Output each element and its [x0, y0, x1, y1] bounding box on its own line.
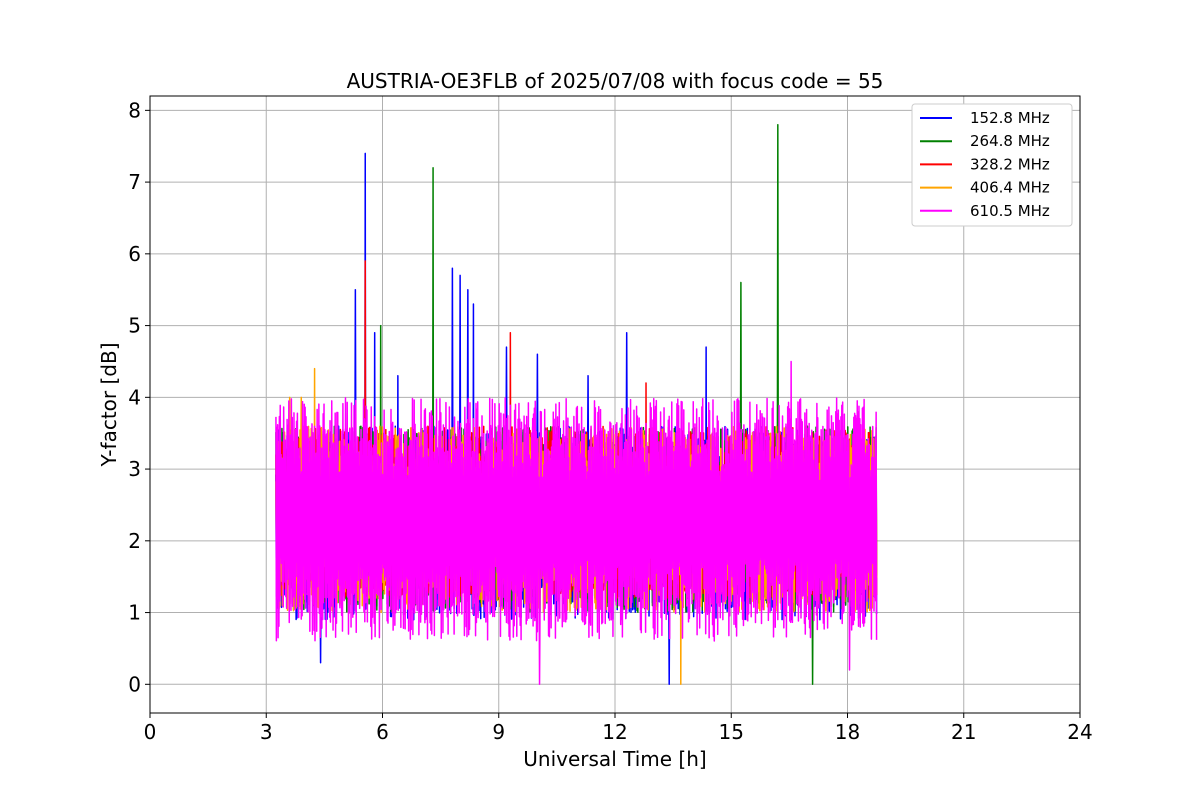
- legend-label: 610.5 MHz: [970, 202, 1050, 220]
- y-tick-label: 6: [128, 242, 141, 266]
- x-tick-label: 15: [719, 720, 744, 744]
- x-tick-label: 9: [492, 720, 505, 744]
- x-tick-label: 21: [951, 720, 976, 744]
- x-tick-label: 0: [144, 720, 157, 744]
- legend-label: 406.4 MHz: [970, 179, 1050, 197]
- y-tick-label: 1: [128, 601, 141, 625]
- x-tick-label: 6: [376, 720, 389, 744]
- y-tick-label: 8: [128, 98, 141, 122]
- x-tick-label: 3: [260, 720, 273, 744]
- y-tick-label: 2: [128, 529, 141, 553]
- chart-title: AUSTRIA-OE3FLB of 2025/07/08 with focus …: [347, 69, 884, 93]
- legend-box: [911, 103, 1073, 227]
- y-axis-label: Y-factor [dB]: [97, 342, 121, 467]
- data-layer: [275, 123, 878, 686]
- legend-label: 152.8 MHz: [970, 109, 1050, 127]
- y-tick-label: 0: [128, 672, 141, 696]
- x-tick-label: 24: [1067, 720, 1092, 744]
- x-axis-label: Universal Time [h]: [523, 747, 706, 771]
- legend-items: 152.8 MHz 264.8 MHz 328.2 MHz 406.4 MHz 610.…: [920, 109, 1050, 220]
- x-tick-label: 12: [602, 720, 627, 744]
- y-tick-label: 5: [128, 314, 141, 338]
- x-tick-label: 18: [835, 720, 860, 744]
- y-tick-label: 7: [128, 170, 141, 194]
- y-tick-label: 4: [128, 385, 141, 409]
- y-tick-label: 3: [128, 457, 141, 481]
- legend: 152.8 MHz 264.8 MHz 328.2 MHz 406.4 MHz 610.…: [911, 103, 1073, 227]
- legend-label: 264.8 MHz: [970, 132, 1050, 150]
- series-line: [275, 360, 878, 686]
- legend-label: 328.2 MHz: [970, 155, 1050, 173]
